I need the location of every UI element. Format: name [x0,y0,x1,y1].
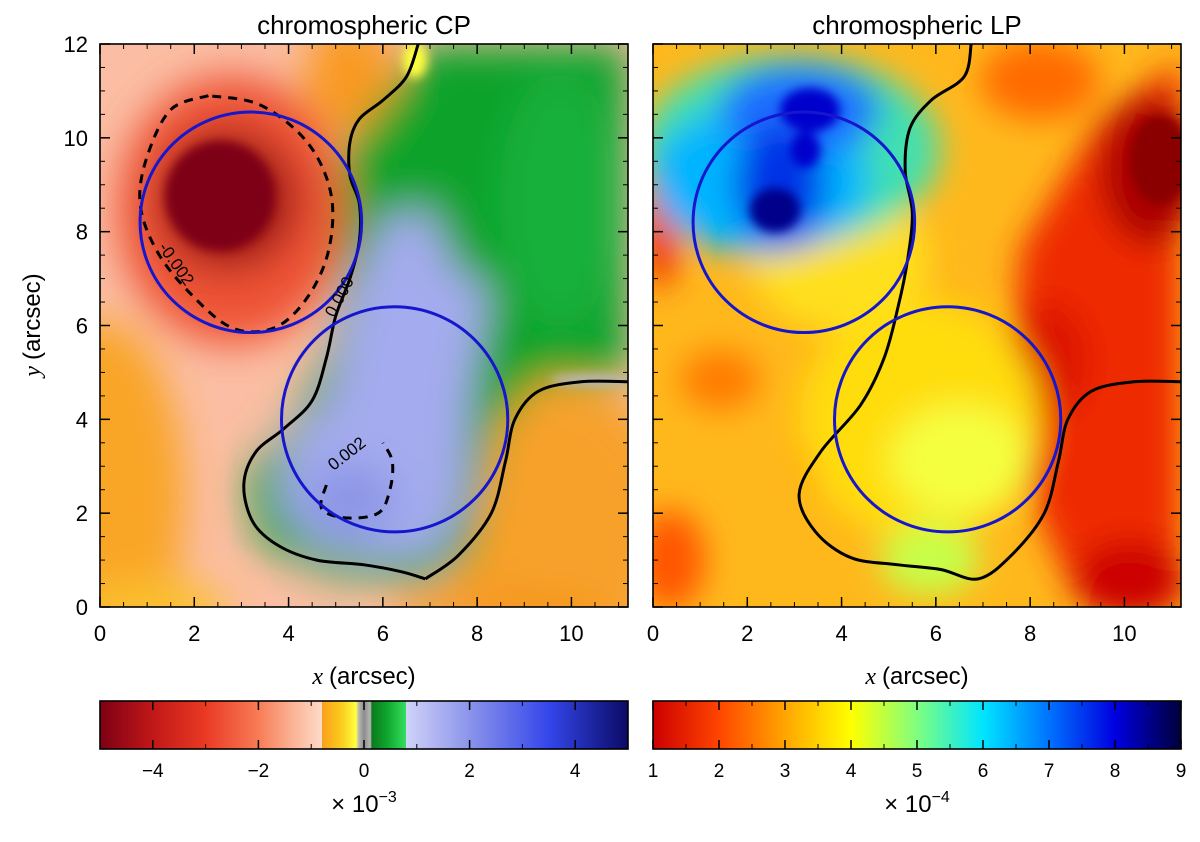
lp-circles [691,110,1063,534]
colorbar-tick-label: 7 [1044,761,1055,782]
cp-colorbar-multiplier: × 10−3 [331,789,397,818]
region-circle [280,305,510,534]
x-tick-label: 4 [282,621,294,646]
cp-xlabel-var: x [311,664,323,690]
cp-axes: 0 2 4 6 8 10 0 2 4 6 8 10 12 [64,32,628,646]
cp-ylabel-unit: (arcsec) [19,273,46,360]
lp-axes: 0 2 4 6 8 10 [647,43,1181,646]
lp-colorbar-multiplier: × 10−4 [884,789,950,818]
colorbar-tick-label: 2 [714,761,725,782]
cp-colorbar-ticks: −4 −2 0 2 4 [99,701,629,782]
cp-panel: chromospheric CP [19,10,629,818]
lp-colorbar-ticks: 1 2 3 4 5 6 7 8 9 [648,701,1187,782]
cp-heatmap [100,44,628,607]
y-tick-label: 12 [64,32,88,57]
contour-line [424,379,628,581]
x-tick-label: 4 [835,621,847,646]
lp-heatmap [653,44,1181,607]
cp-xlabel: x (arcsec) [311,663,415,690]
x-tick-label: 6 [377,621,389,646]
y-tick-label: 0 [76,595,88,620]
contour-line [242,44,426,581]
region-circle [138,110,364,335]
y-tick-label: 10 [64,126,88,151]
x-tick-label: 8 [471,621,483,646]
y-tick-label: 2 [76,501,88,526]
colorbar-tick-label: −4 [142,761,164,782]
y-tick-label: 8 [76,220,88,245]
contour-line [319,442,395,520]
colorbar-tick-label: 0 [359,761,370,782]
cp-circles [138,110,510,534]
cp-ylabel: y (arcsec) [19,273,46,378]
x-tick-label: 2 [188,621,200,646]
cp-colorbar-times: × 10 [331,791,378,818]
colorbar-tick-label: 9 [1176,761,1187,782]
region-circle [833,305,1063,534]
colorbar-tick-label: 4 [846,761,857,782]
lp-xlabel-var: x [864,664,876,690]
lp-contours [797,44,1181,581]
y-tick-label: 4 [76,407,88,432]
cp-xlabel-unit: (arcsec) [329,663,416,690]
lp-title: chromospheric LP [812,10,1022,40]
x-tick-label: 6 [930,621,942,646]
x-tick-label: 0 [647,621,659,646]
lp-colorbar: 1 2 3 4 5 6 7 8 9 × 10−4 [648,700,1187,818]
lp-xlabel: x (arcsec) [864,663,968,690]
colorbar-tick-label: 4 [570,761,581,782]
colorbar-tick-label: 6 [978,761,989,782]
colorbar-tick-label: −2 [248,761,270,782]
lp-panel: chromospheric LP [647,10,1187,818]
x-tick-label: 10 [559,621,583,646]
x-tick-label: 2 [741,621,753,646]
colorbar-tick-label: 3 [780,761,791,782]
x-tick-label: 8 [1024,621,1036,646]
cp-colorbar-exponent: −3 [379,789,397,806]
cp-colorbar: −4 −2 0 2 4 × 10−3 [99,700,629,818]
y-tick-label: 6 [76,314,88,339]
contour-line [797,44,1181,581]
x-tick-label: 10 [1112,621,1136,646]
colorbar-tick-label: 1 [648,761,659,782]
lp-colorbar-exponent: −4 [932,789,950,806]
lp-colorbar-times: × 10 [884,791,931,818]
colorbar-tick-label: 2 [464,761,475,782]
cp-ylabel-var: y [20,366,46,379]
cp-title: chromospheric CP [257,10,471,40]
region-circle [691,110,917,335]
lp-xlabel-unit: (arcsec) [882,663,969,690]
x-tick-label: 0 [94,621,106,646]
colorbar-tick-label: 8 [1110,761,1121,782]
colorbar-tick-label: 5 [912,761,923,782]
